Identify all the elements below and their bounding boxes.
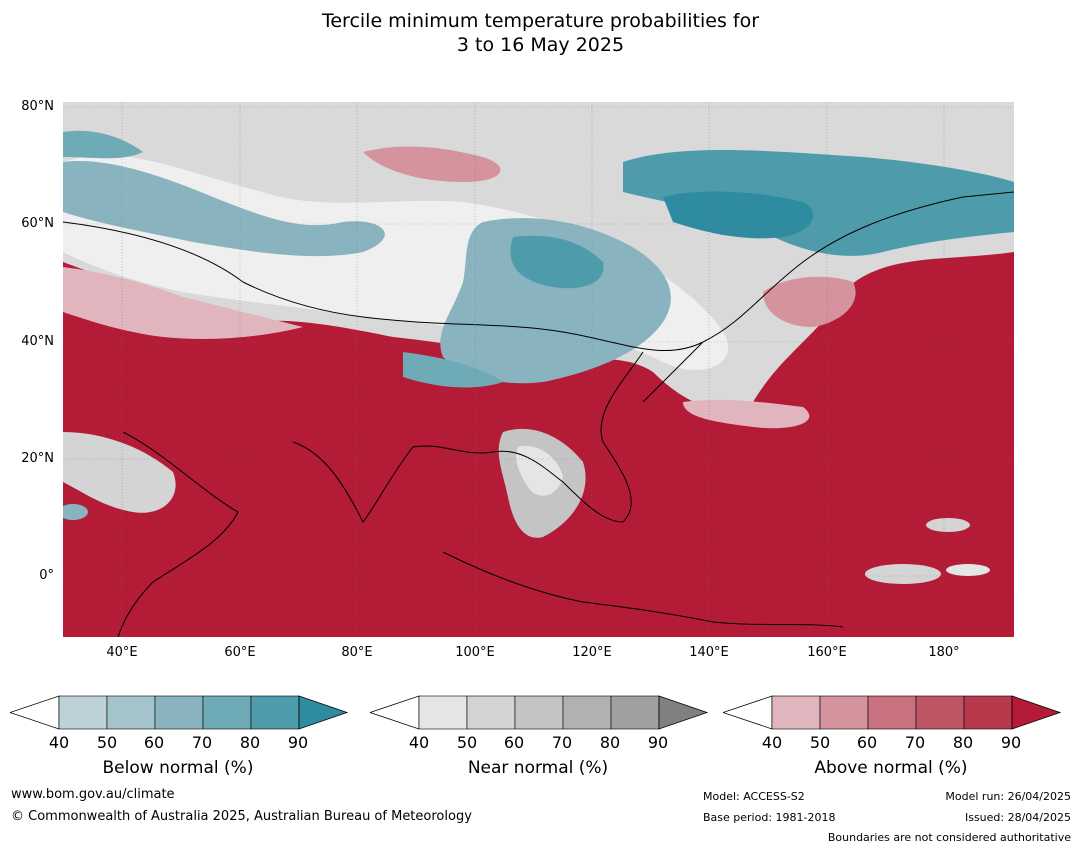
probability-map-graphic xyxy=(63,102,1014,637)
above-segment-40 xyxy=(771,695,821,730)
near-segment-60 xyxy=(514,695,564,730)
lon-label-180: 180° xyxy=(928,645,960,660)
below-low-extend xyxy=(8,695,60,730)
model-name: Model: ACCESS-S2 xyxy=(703,790,805,803)
lon-label-160e: 160°E xyxy=(807,645,847,660)
map-title-line-1: Tercile minimum temperature probabilitie… xyxy=(321,10,760,32)
near-segment-50 xyxy=(466,695,516,730)
lon-label-40e: 40°E xyxy=(106,645,138,660)
near-high-extend xyxy=(658,695,709,730)
above-tick-90: 90 xyxy=(1000,733,1022,752)
below-segment-50 xyxy=(106,695,156,730)
above-normal-title: Above normal (%) xyxy=(814,758,968,778)
near-tick-90: 90 xyxy=(647,733,669,752)
below-segment-40 xyxy=(58,695,108,730)
bom-url-link[interactable]: www.bom.gov.au/climate xyxy=(11,787,175,802)
below-segment-80 xyxy=(250,695,300,730)
above-tick-80: 80 xyxy=(952,733,974,752)
lat-label-0: 0° xyxy=(39,568,54,583)
above-segment-60 xyxy=(867,695,917,730)
lat-label-60n: 60°N xyxy=(21,216,54,231)
near-tick-50: 50 xyxy=(456,733,478,752)
lon-label-100e: 100°E xyxy=(455,645,495,660)
lat-label-80n: 80°N xyxy=(21,99,54,114)
above-tick-50: 50 xyxy=(809,733,831,752)
colorbar-above-normal-graphic xyxy=(721,695,1062,730)
near-normal-title: Near normal (%) xyxy=(467,758,609,778)
below-segment-60 xyxy=(154,695,204,730)
model-run-date: Model run: 26/04/2025 xyxy=(945,790,1071,803)
bom-url[interactable]: www.bom.gov.au/climate xyxy=(11,787,175,802)
near-tick-60: 60 xyxy=(503,733,525,752)
above-segment-70 xyxy=(915,695,965,730)
below-tick-90: 90 xyxy=(287,733,309,752)
above-high-extend xyxy=(1011,695,1062,730)
lon-label-140e: 140°E xyxy=(689,645,729,660)
base-period: Base period: 1981-2018 xyxy=(703,811,836,824)
near-segment-80 xyxy=(610,695,660,730)
probability-map xyxy=(63,102,1014,637)
above-segment-80 xyxy=(963,695,1013,730)
lon-label-80e: 80°E xyxy=(341,645,373,660)
colorbar-above-normal xyxy=(721,694,1063,736)
boundaries-disclaimer: Boundaries are not considered authoritat… xyxy=(827,831,1071,844)
colorbar-near-normal xyxy=(368,694,710,736)
map-title-line-2: 3 to 16 May 2025 xyxy=(456,34,625,56)
near-segment-70 xyxy=(562,695,612,730)
below-tick-50: 50 xyxy=(96,733,118,752)
near-low-extend xyxy=(368,695,420,730)
colorbar-below-normal-graphic xyxy=(8,695,349,730)
above-tick-60: 60 xyxy=(856,733,878,752)
below-tick-40: 40 xyxy=(48,733,70,752)
lat-label-20n: 20°N xyxy=(21,451,54,466)
colorbar-near-normal-graphic xyxy=(368,695,709,730)
near-tick-40: 40 xyxy=(408,733,430,752)
below-normal-title: Below normal (%) xyxy=(102,758,254,778)
below-high-extend xyxy=(298,695,349,730)
copyright-notice: © Commonwealth of Australia 2025, Austra… xyxy=(11,809,472,824)
below-tick-80: 80 xyxy=(239,733,261,752)
near-tick-80: 80 xyxy=(599,733,621,752)
issued-date: Issued: 28/04/2025 xyxy=(964,811,1071,824)
lat-label-40n: 40°N xyxy=(21,334,54,349)
near-segment-40 xyxy=(418,695,468,730)
below-tick-70: 70 xyxy=(191,733,213,752)
below-tick-60: 60 xyxy=(143,733,165,752)
above-low-extend xyxy=(721,695,773,730)
colorbar-below-normal xyxy=(8,694,350,736)
above-tick-40: 40 xyxy=(761,733,783,752)
lon-label-60e: 60°E xyxy=(224,645,256,660)
above-tick-70: 70 xyxy=(904,733,926,752)
below-segment-70 xyxy=(202,695,252,730)
near-tick-70: 70 xyxy=(551,733,573,752)
above-segment-50 xyxy=(819,695,869,730)
lon-label-120e: 120°E xyxy=(572,645,612,660)
